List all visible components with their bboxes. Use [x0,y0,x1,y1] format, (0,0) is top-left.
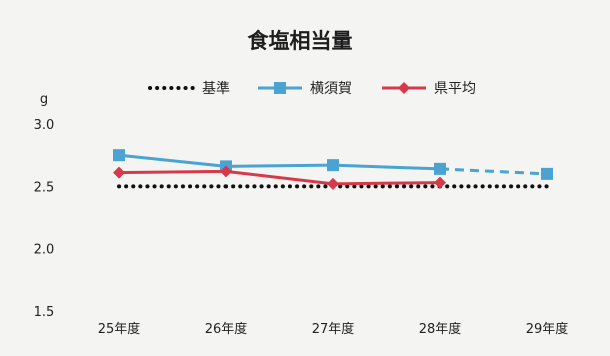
series-layer [113,149,553,190]
data-point [327,159,339,172]
series-line-projection [439,167,548,176]
legend: 基準 横須賀 県平均 [148,80,476,97]
legend-item: 基準 [148,80,230,97]
legend-label: 基準 [202,80,230,97]
series-1 [113,149,553,180]
y-tick-label: 2.0 [34,243,55,258]
legend-marker [274,82,286,94]
legend-marker [398,82,410,94]
y-tick-label: 1.5 [34,305,55,320]
x-tick-label: 27年度 [312,321,355,337]
x-axis-ticks: 25年度 26年度 27年度 28年度 29年度 [98,321,569,337]
series-line-segment [118,169,227,175]
legend-item: 横須賀 [258,81,352,97]
series-line-segment [118,153,227,168]
data-point [327,177,339,190]
y-tick-label: 3.0 [34,118,55,133]
data-point [434,176,446,189]
chart-title: 食塩相当量 [248,29,353,53]
y-tick-label: 2.5 [34,180,55,195]
series-line-segment [332,163,441,171]
x-tick-label: 28年度 [419,321,462,337]
y-axis-ticks: 3.0 2.5 2.0 1.5 [34,118,55,320]
x-tick-label: 25年度 [98,321,141,337]
data-point [220,165,232,178]
data-point [541,167,553,180]
series-2 [113,165,446,190]
data-point [434,162,446,175]
legend-item: 県平均 [382,81,476,97]
data-point [113,149,125,162]
legend-label: 県平均 [434,81,476,97]
y-axis-unit: g [40,92,48,107]
data-point [113,166,125,179]
series-line-segment [225,169,334,186]
legend-label: 横須賀 [310,81,352,97]
x-tick-label: 26年度 [205,321,248,337]
x-tick-label: 29年度 [526,321,569,337]
series-line-segment [225,163,334,168]
series-line-segment [332,181,441,186]
